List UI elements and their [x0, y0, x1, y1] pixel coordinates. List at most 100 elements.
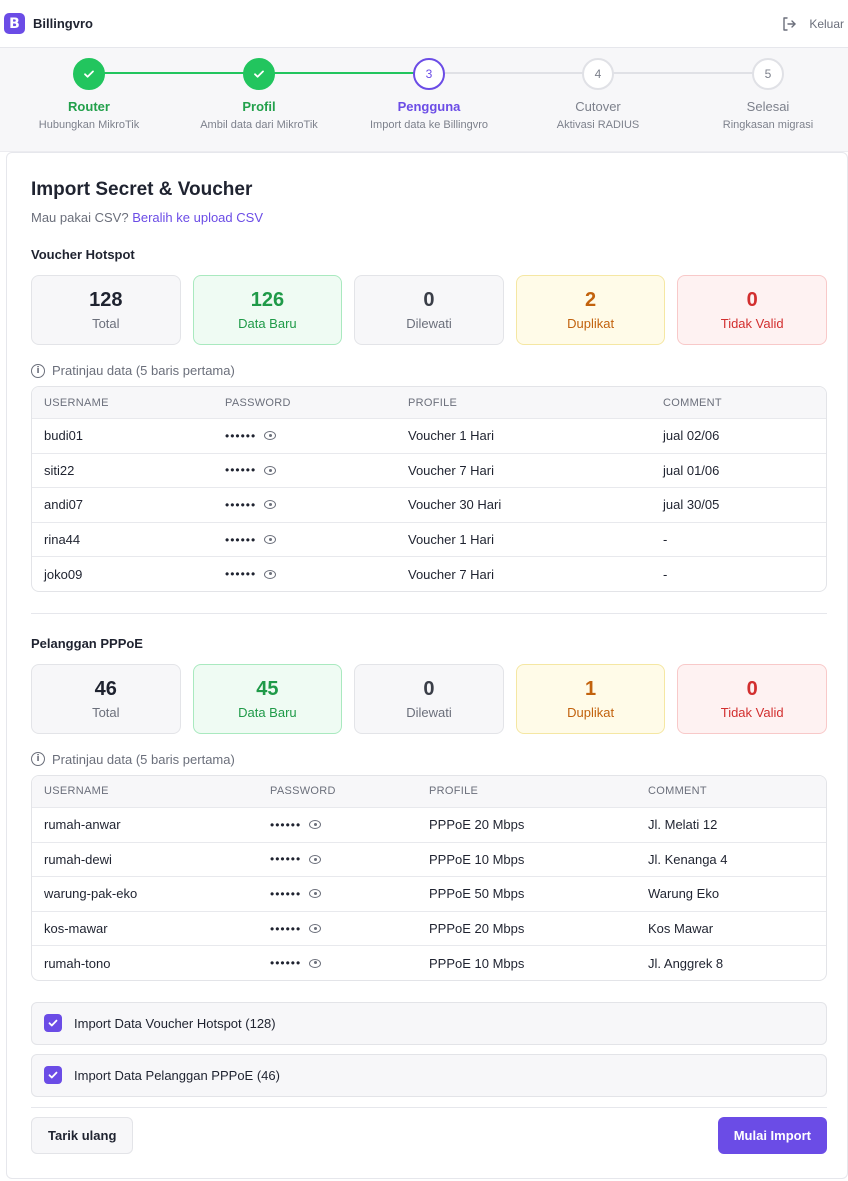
cell-profile: Voucher 30 Hari — [408, 497, 502, 513]
import-hotspot-option[interactable]: Import Data Voucher Hotspot (128) — [31, 1001, 827, 1045]
preview-label-pppoe: i Pratinjau data (5 baris pertama) — [31, 752, 827, 767]
password-mask: •••••• — [225, 428, 257, 443]
table-row: joko09 •••••• Voucher 7 Hari - — [32, 556, 826, 591]
step-selesai[interactable]: 5 Selesai Ringkasan migrasi — [683, 58, 848, 131]
stat-skipped: 0 Dilewati — [354, 663, 504, 734]
cell-comment: jual 02/06 — [663, 428, 720, 444]
stat-label: Duplikat — [567, 704, 615, 720]
stat-value: 1 — [585, 677, 597, 700]
section-divider — [31, 612, 827, 614]
step-cutover[interactable]: 4 Cutover Aktivasi RADIUS — [513, 58, 683, 131]
preview-label-hotspot: i Pratinjau data (5 baris pertama) — [31, 363, 827, 378]
step-title: Selesai — [746, 99, 790, 114]
checkbox-checked-icon[interactable] — [44, 1014, 62, 1033]
card-footer: Tarik ulang Mulai Import — [31, 1107, 827, 1154]
step-subtitle: Aktivasi RADIUS — [556, 119, 640, 131]
eye-icon[interactable] — [309, 924, 322, 934]
stat-total: 128 Total — [31, 275, 181, 345]
logout-button[interactable]: Keluar — [781, 16, 844, 32]
info-icon: i — [31, 363, 45, 378]
cell-password: •••••• — [258, 922, 417, 936]
stat-label: Total — [92, 704, 120, 720]
start-import-button[interactable]: Mulai Import — [717, 1117, 827, 1154]
import-card: Import Secret & Voucher Mau pakai CSV? B… — [6, 152, 848, 1179]
step-number: 3 — [413, 58, 445, 90]
step-subtitle: Import data ke Billingvro — [370, 119, 488, 131]
column-header: PROFILE — [429, 785, 479, 798]
password-mask: •••••• — [225, 567, 257, 582]
table-row: rumah-dewi •••••• PPPoE 10 Mbps Jl. Kena… — [32, 841, 826, 877]
eye-icon[interactable] — [309, 958, 322, 968]
cell-comment: Warung Eko — [648, 886, 720, 902]
checkbox-checked-icon[interactable] — [44, 1066, 62, 1085]
hotspot-preview-table: USERNAME PASSWORD PROFILE COMMENT budi01… — [31, 386, 827, 592]
password-mask: •••••• — [225, 497, 257, 512]
cell-profile: Voucher 1 Hari — [408, 532, 494, 548]
eye-icon[interactable] — [264, 465, 277, 475]
page-subtitle: Mau pakai CSV? Beralih ke upload CSV — [31, 210, 827, 225]
eye-icon[interactable] — [309, 820, 322, 830]
stat-value: 2 — [585, 289, 597, 311]
password-mask: •••••• — [270, 956, 302, 971]
column-header: COMMENT — [663, 396, 722, 409]
cell-username: rumah-tono — [44, 955, 111, 971]
import-hotspot-label: Import Data Voucher Hotspot (128) — [74, 1015, 276, 1031]
stat-new: 126 Data Baru — [192, 275, 343, 345]
stat-label: Total — [92, 316, 120, 331]
password-mask: •••••• — [270, 886, 302, 901]
reload-button[interactable]: Tarik ulang — [31, 1117, 134, 1154]
column-header: USERNAME — [44, 396, 109, 409]
eye-icon[interactable] — [264, 500, 277, 510]
cell-password: •••••• — [213, 567, 396, 581]
cell-profile: PPPoE 10 Mbps — [429, 851, 525, 867]
stat-duplicate: 2 Duplikat — [515, 275, 666, 345]
cell-username: warung-pak-eko — [44, 886, 138, 902]
stat-value: 0 — [746, 677, 758, 700]
column-header: PROFILE — [408, 396, 458, 409]
step-pengguna[interactable]: 3 Pengguna Import data ke Billingvro — [344, 58, 514, 131]
column-header: COMMENT — [648, 785, 707, 798]
stat-label: Dilewati — [406, 316, 452, 331]
cell-password: •••••• — [258, 818, 417, 832]
step-profil[interactable]: Profil Ambil data dari MikroTik — [174, 58, 344, 131]
stat-skipped: 0 Dilewati — [354, 275, 504, 345]
hotspot-stats: 128 Total 126 Data Baru 0 Dilewati 2 Dup… — [31, 275, 827, 345]
cell-comment: Jl. Melati 12 — [648, 817, 718, 833]
stat-invalid: 0 Tidak Valid — [677, 663, 827, 734]
step-number: 4 — [582, 58, 614, 90]
step-title: Cutover — [575, 99, 621, 114]
cell-comment: jual 01/06 — [663, 462, 720, 478]
progress-stepper: Router Hubungkan MikroTik Profil Ambil d… — [0, 48, 848, 152]
eye-icon[interactable] — [264, 431, 277, 441]
switch-to-csv-link[interactable]: Beralih ke upload CSV — [132, 210, 263, 225]
brand[interactable]: B Billingvro — [4, 13, 93, 34]
logout-label: Keluar — [809, 16, 844, 31]
cell-password: •••••• — [258, 887, 417, 901]
cell-comment: jual 30/05 — [663, 497, 720, 513]
stat-label: Data Baru — [238, 316, 297, 331]
import-pppoe-option[interactable]: Import Data Pelanggan PPPoE (46) — [31, 1053, 827, 1097]
eye-icon[interactable] — [264, 569, 277, 579]
stat-label: Tidak Valid — [720, 316, 784, 331]
cell-comment: - — [663, 566, 668, 582]
cell-password: •••••• — [213, 498, 396, 512]
top-bar: B Billingvro Keluar — [0, 0, 848, 48]
stat-duplicate: 1 Duplikat — [515, 663, 666, 734]
eye-icon[interactable] — [264, 535, 277, 545]
table-row: warung-pak-eko •••••• PPPoE 50 Mbps Waru… — [32, 876, 826, 911]
table-row: budi01 •••••• Voucher 1 Hari jual 02/06 — [32, 418, 826, 453]
app-logo: B — [4, 13, 25, 34]
cell-password: •••••• — [258, 956, 417, 970]
eye-icon[interactable] — [309, 854, 322, 864]
cell-profile: PPPoE 50 Mbps — [429, 886, 525, 902]
step-number: 5 — [752, 58, 784, 90]
cell-username: rumah-anwar — [44, 817, 121, 833]
cell-profile: Voucher 7 Hari — [408, 566, 494, 582]
table-row: rina44 •••••• Voucher 1 Hari - — [32, 521, 826, 557]
password-mask: •••••• — [270, 852, 302, 867]
stat-value: 0 — [423, 289, 435, 311]
step-router[interactable]: Router Hubungkan MikroTik — [4, 58, 174, 131]
cell-comment: Jl. Anggrek 8 — [648, 955, 724, 971]
eye-icon[interactable] — [309, 889, 322, 899]
password-mask: •••••• — [270, 921, 302, 936]
